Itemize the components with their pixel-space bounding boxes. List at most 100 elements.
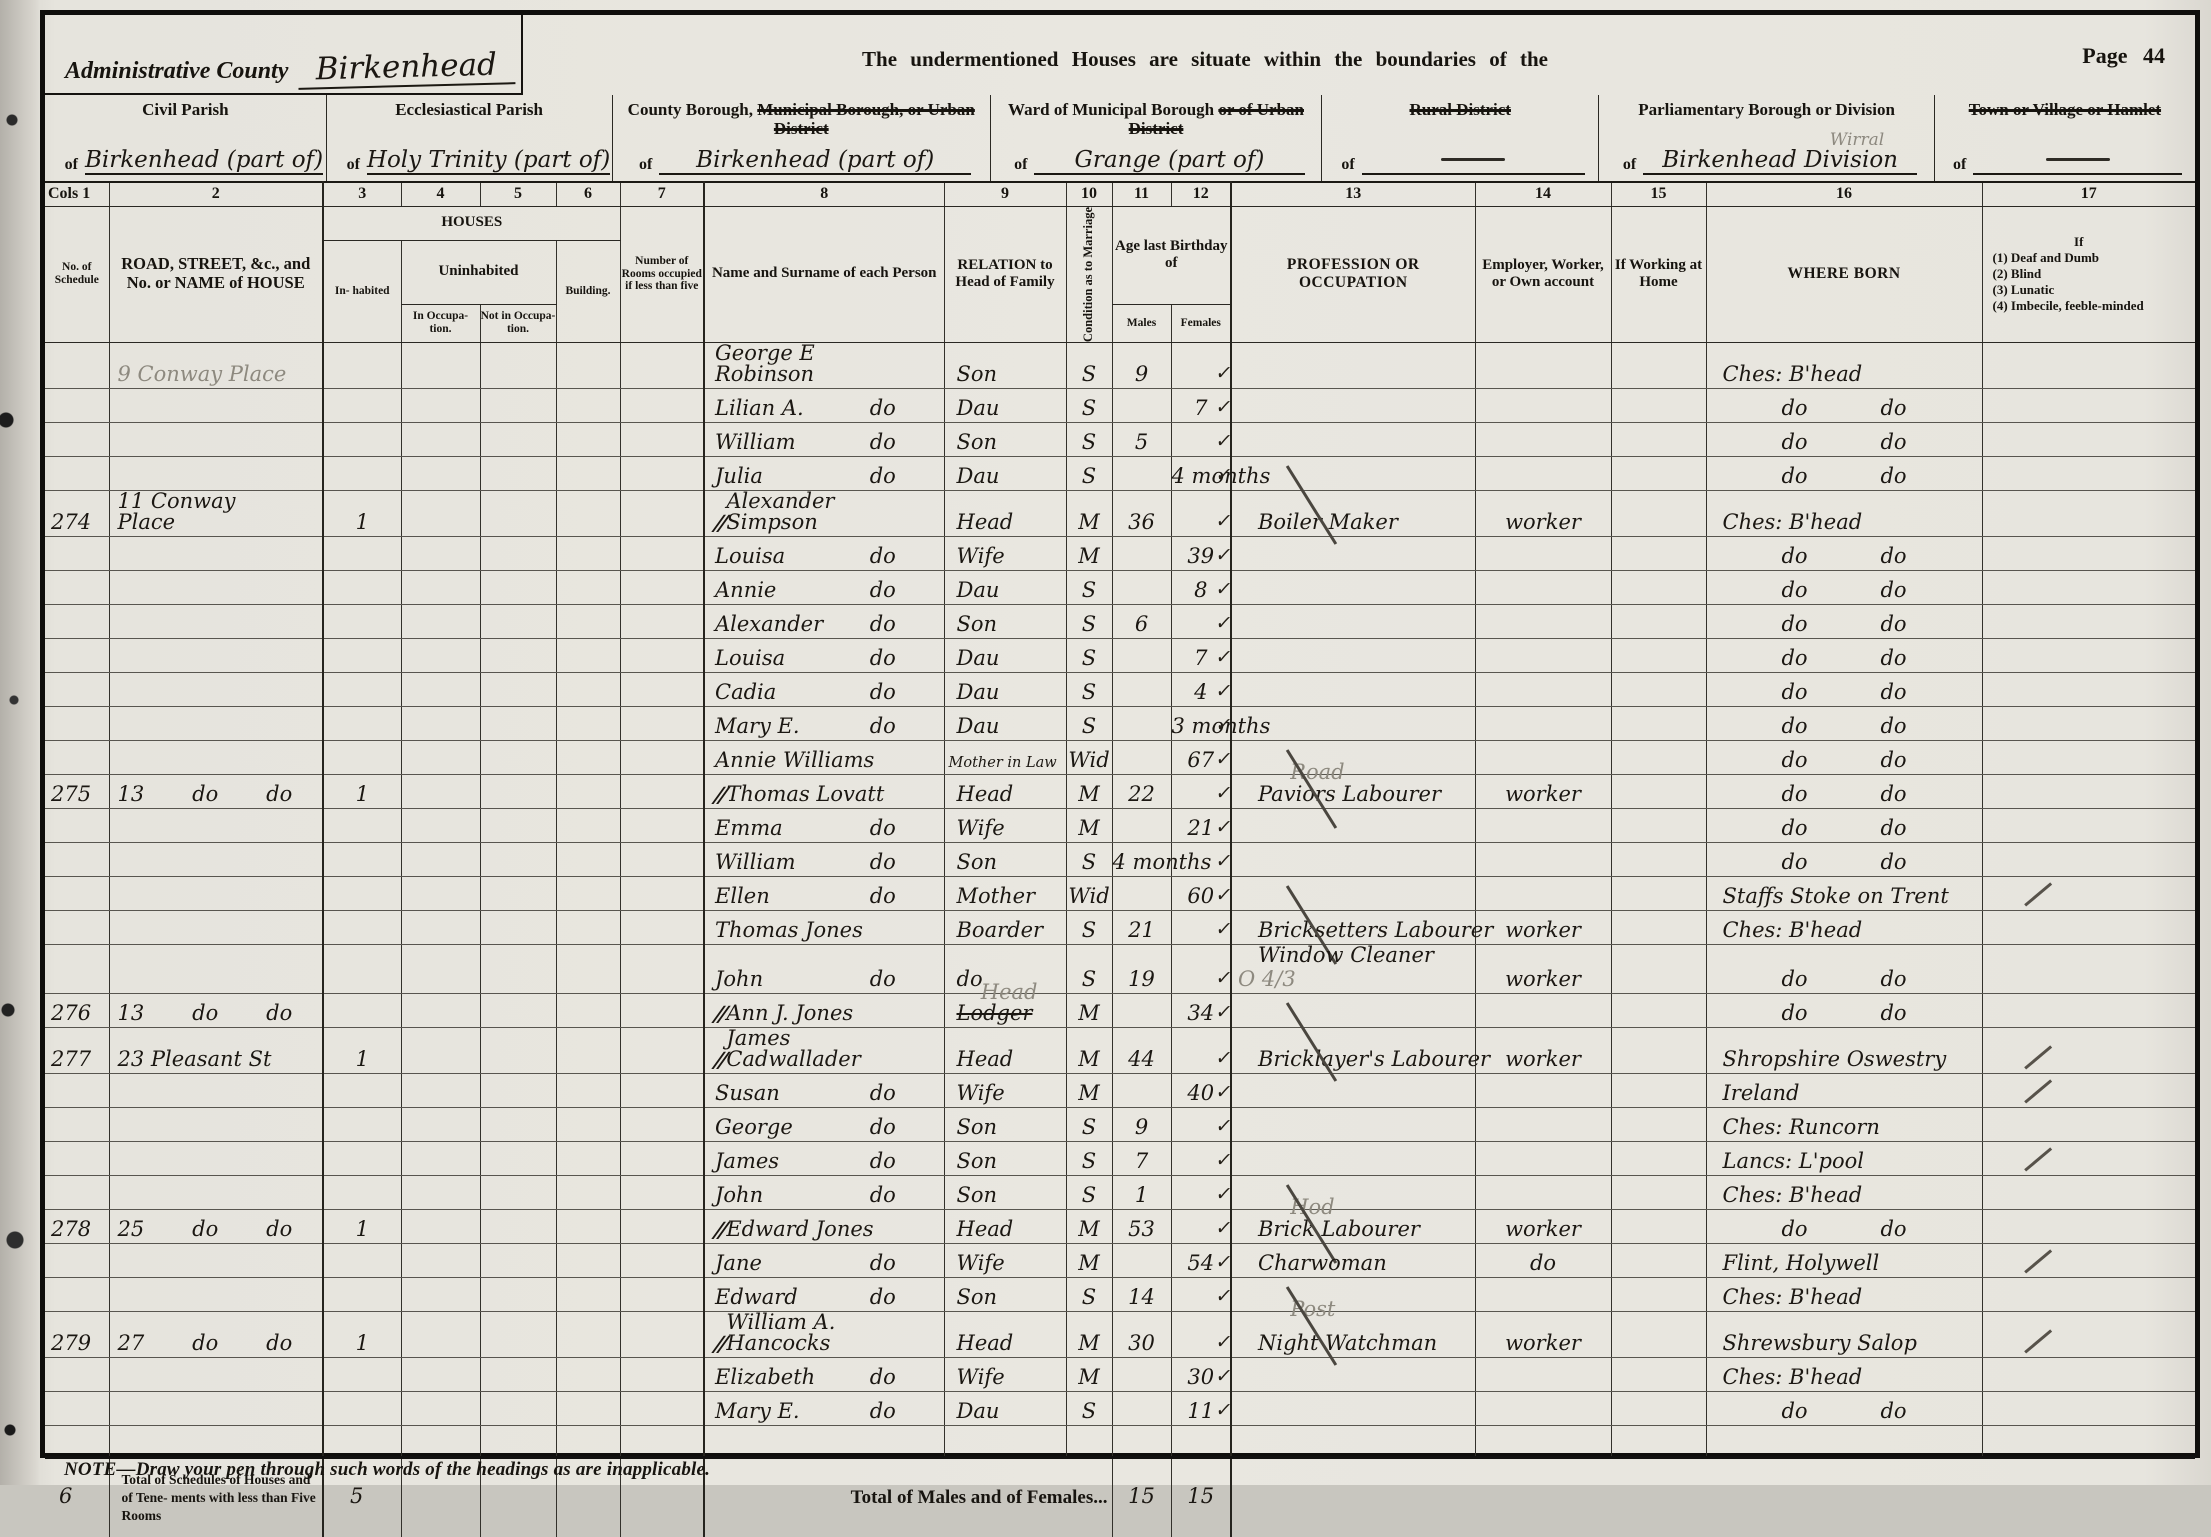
occupation-cell: ✓ Window CleanerO 4/3 (1214, 944, 1475, 994)
age-female-cell: 34 (1170, 993, 1231, 1028)
building-cell (555, 456, 620, 491)
table-row: 279 27 do do 1 //William A. Hancocks Head M 30 ✓ N… (45, 1285, 2195, 1366)
name-cell: Annie Williams (703, 740, 944, 775)
schedule-cell (45, 740, 109, 775)
born-cell: Lancs: L'pool (1705, 1141, 1982, 1176)
name-cell: //Thomas Lovatt (703, 774, 944, 809)
district-label-part: Civil Parish (142, 100, 229, 119)
address-part: do (266, 781, 293, 806)
born-ditto: do do (1707, 968, 1982, 993)
employer-cell (1474, 842, 1611, 877)
uninhabited-not-occupied-cell (479, 388, 556, 423)
employer-cell: worker (1474, 774, 1611, 809)
born-cell: Flint, Holywell (1705, 1243, 1982, 1278)
address-cell (108, 388, 323, 423)
age-female-cell (1170, 490, 1231, 537)
uninhabited-occupied-cell (400, 1243, 480, 1278)
person-name: Alexander do (705, 613, 944, 638)
person-name: //Ann J. Jones (705, 1001, 944, 1027)
inhabited-mark: 1 (355, 1046, 369, 1071)
infirmity-column-slash (2023, 1045, 2052, 1070)
table-row: 274 11 Conway Place 1 //Alexander Simpson He… (45, 464, 2195, 545)
condition-cell: S (1065, 1107, 1112, 1142)
address-cell (108, 422, 323, 457)
district-label: Civil Parish (45, 100, 326, 119)
occupation-cell: ✓ Paviors Labourer Road (1214, 748, 1475, 829)
uninhabited-not-occupied-cell (479, 993, 556, 1028)
census-table-wrap: Cols 1 2 3 4 5 6 7 8 9 10 11 12 13 14 15… (45, 181, 2195, 1537)
col-header-in-occupation: In Occupa- tion. (400, 304, 480, 343)
totals-males-females-label-cell: Total of Males and of Females... (703, 1455, 1112, 1537)
born-ditto: do do (1707, 429, 1982, 456)
relation-cell: Son (943, 1175, 1066, 1210)
born-text: Shrewsbury Salop (1722, 1330, 1917, 1355)
age-female-cell (1170, 774, 1231, 809)
infirmity-cell (1981, 342, 2195, 389)
address-cell (108, 1357, 323, 1392)
table-row: Julia do Dau S 4 months ✓ do do (45, 456, 2195, 491)
born-part: do (1880, 463, 1907, 488)
born-cell: Ches: Runcorn (1705, 1107, 1982, 1142)
uninhabited-occupied-cell (400, 1311, 480, 1358)
infirmity-cell (1981, 993, 2195, 1028)
enumerator-tick: ✓ (1214, 509, 1234, 532)
born-part: do (1781, 429, 1808, 454)
table-row: Lilian A. do Dau S 7 ✓ do do (45, 388, 2195, 423)
age-female-cell: 8 (1170, 570, 1231, 605)
working-at-home-cell (1610, 1391, 1706, 1426)
relation-cell: Head (943, 1027, 1066, 1074)
age-male-cell (1111, 536, 1171, 571)
age-male-cell (1111, 672, 1171, 707)
born-cell: do do (1705, 740, 1982, 775)
district-label-part: or of Urban District (1128, 100, 1304, 139)
name-part: do (869, 1364, 896, 1389)
age-female-cell: 7 (1170, 388, 1231, 423)
rooms-cell (619, 1073, 704, 1108)
born-text: Ches: B'head (1722, 1284, 1863, 1309)
relation-cell: Wife (943, 1243, 1066, 1278)
working-at-home-cell (1610, 706, 1706, 741)
condition-cell: M (1065, 808, 1112, 843)
empty-cell (1111, 1425, 1171, 1458)
born-ditto: do do (1707, 463, 1982, 490)
inhabited-cell (322, 570, 401, 605)
born-text: Flint, Holywell (1722, 1250, 1880, 1275)
uninhabited-occupied-cell (400, 672, 480, 707)
age-male-cell (1111, 456, 1171, 491)
empty-cell (322, 1425, 401, 1458)
age-male-cell: 19 (1111, 944, 1171, 994)
of-label: of (1014, 156, 1028, 173)
occupation-text: Charwoman (1258, 1250, 1387, 1275)
address-text: 13 do do (110, 1002, 323, 1027)
address-cell: 27 do do (108, 1311, 323, 1358)
employer-text: worker (1505, 1046, 1581, 1071)
employer-cell (1474, 638, 1611, 673)
rooms-cell (619, 1107, 704, 1142)
name-cell: Jane do (703, 1243, 944, 1278)
occupation-cell: ✓ Brick Labourer Hod (1214, 1183, 1475, 1264)
address-cell: 11 Conway Place (108, 490, 323, 537)
born-part: do (1880, 747, 1907, 772)
age-female-value: 30 (1187, 1364, 1215, 1389)
district-label-part: Rural District (1409, 100, 1511, 119)
building-cell (555, 993, 620, 1028)
condition-text: S (1081, 1148, 1097, 1173)
person-name: Louisa do (705, 545, 944, 570)
name-part: do (869, 815, 896, 840)
uninhabited-occupied-cell (400, 604, 480, 639)
age-male-cell: 36 (1111, 490, 1171, 537)
age-female-cell (1170, 1311, 1231, 1358)
rooms-cell (619, 1277, 704, 1312)
name-cell: Annie do (703, 570, 944, 605)
building-cell (555, 604, 620, 639)
enumerator-tick: ✓ (1214, 679, 1234, 702)
district-label: Ward of Municipal Borough or of Urban Di… (991, 100, 1321, 138)
employer-cell (1474, 876, 1611, 911)
schedule-cell (45, 672, 109, 707)
schedule-number: 279 (51, 1330, 92, 1355)
name-part: do (869, 679, 896, 704)
age-male-cell (1111, 1391, 1171, 1426)
uninhabited-occupied-cell (400, 774, 480, 809)
name-part: Edward (715, 1284, 798, 1309)
relation-text: Son (956, 429, 998, 454)
